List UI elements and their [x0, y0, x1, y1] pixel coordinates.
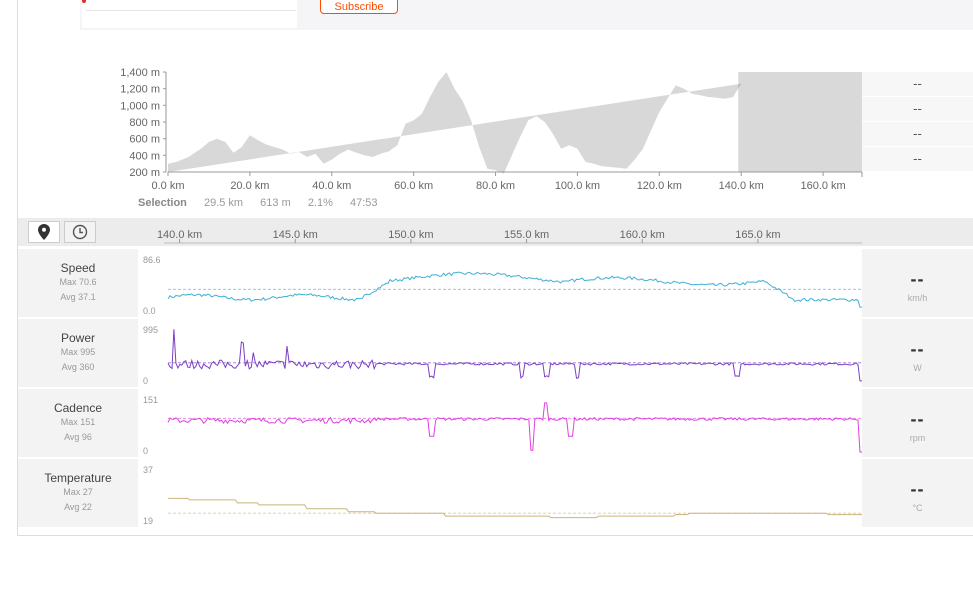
stream-chart[interactable]: 37 19	[0, 459, 973, 527]
stream-label: Temperature Max 27 Avg 22	[18, 471, 138, 515]
stream-name: Temperature	[44, 471, 112, 485]
stream-name: Power	[60, 331, 95, 345]
selection-summary: Selection 29.5 km 613 m 2.1% 47:53	[138, 197, 391, 209]
x-tick-label: 160.0 km	[800, 180, 845, 192]
stream-unit: W	[913, 363, 922, 373]
stat-row	[862, 97, 973, 121]
stream-value-panel	[862, 459, 973, 527]
stream-name: Cadence	[53, 401, 103, 415]
x-tick-label: 40.0 km	[312, 180, 351, 192]
stream-max: Max 151	[60, 417, 96, 427]
stream-label: Cadence Max 151 Avg 96	[18, 401, 138, 445]
selection-label: Selection	[138, 197, 187, 209]
x-tick-label: 120.0 km	[637, 180, 682, 192]
time-toggle-button[interactable]	[64, 221, 96, 243]
map-pin-icon	[38, 224, 50, 240]
selection-distance: 29.5 km	[203, 197, 244, 209]
stream-label-panel	[18, 389, 138, 457]
distance-tick-label: 160.0 km	[620, 229, 665, 241]
distance-tick-label: 155.0 km	[504, 229, 549, 241]
x-tick-label: 100.0 km	[555, 180, 600, 192]
activity-analysis-panel	[17, 0, 973, 536]
stream-trace	[168, 497, 862, 519]
stream-label-panel	[18, 249, 138, 317]
distance-axis: 140.0 km 145.0 km 150.0 km 155.0 km 160.0 km…	[157, 229, 862, 244]
selection-elevation: 613 m	[260, 197, 291, 209]
stat-value: --	[913, 126, 922, 141]
y-tick-label: 1,400 m	[120, 67, 160, 79]
stream-unit: rpm	[909, 433, 926, 443]
stream-label-panel	[18, 319, 138, 387]
x-tick-label: 0.0 km	[151, 180, 184, 192]
elevation-profile	[168, 72, 742, 174]
stream-trace	[167, 329, 862, 382]
brand-mark	[82, 0, 86, 3]
stream-value-panel	[862, 249, 973, 317]
stream-max: Max 27	[63, 487, 93, 497]
stream-unit: °C	[912, 503, 923, 513]
selection-time: 47:53	[349, 197, 378, 209]
y-tick-label: 400 m	[129, 150, 160, 162]
stat-value: --	[913, 76, 922, 91]
detail-toolbar	[18, 218, 973, 246]
subscribe-button[interactable]: Subscribe	[320, 0, 398, 14]
stream-avg: Avg 96	[64, 432, 92, 442]
stream-trace	[167, 402, 862, 453]
stream-value-panel	[862, 389, 973, 457]
distance-tick-label: 150.0 km	[388, 229, 433, 241]
map-toggle-button[interactable]	[28, 221, 60, 243]
stream-label-panel	[18, 459, 138, 527]
y-tick-label: 1,200 m	[120, 84, 160, 96]
elevation-chart[interactable]: 1,400 m 1,200 m 1,000 m 800 m 600 m 400 m 200 …	[0, 60, 973, 195]
stream-label: Power Max 995 Avg 360	[18, 331, 138, 375]
y-min-label: 0	[143, 446, 148, 456]
selection-highlight[interactable]	[738, 72, 862, 172]
y-tick-label: 1,000 m	[120, 100, 160, 112]
y-tick-label: 600 m	[129, 134, 160, 146]
y-max-label: 995	[143, 325, 158, 335]
distance-tick-label: 145.0 km	[273, 229, 318, 241]
x-tick-label: 80.0 km	[476, 180, 515, 192]
clock-icon	[72, 224, 88, 240]
stream-current-value: --	[910, 479, 925, 499]
y-max-label: 151	[143, 395, 158, 405]
stream-name: Speed	[60, 261, 96, 275]
stat-row	[862, 72, 973, 96]
y-min-label: 19	[143, 516, 153, 526]
stream-chart[interactable]: 86.6 0.0	[0, 249, 973, 317]
distance-tick-label: 140.0 km	[157, 229, 202, 241]
y-max-label: 86.6	[143, 255, 161, 265]
stream-chart[interactable]: 995 0	[0, 319, 973, 387]
stream-avg: Avg 360	[61, 362, 95, 372]
stat-row	[862, 147, 973, 171]
stream-avg: Avg 37.1	[60, 292, 96, 302]
stream-avg: Avg 22	[64, 502, 92, 512]
y-min-label: 0.0	[143, 306, 156, 316]
selection-grade: 2.1%	[307, 197, 333, 209]
y-tick-label: 200 m	[129, 167, 160, 179]
stream-current-value: --	[910, 409, 925, 429]
distance-tick-label: 165.0 km	[735, 229, 780, 241]
stat-value: --	[913, 101, 922, 116]
x-tick-label: 20.0 km	[230, 180, 269, 192]
header-card	[82, 0, 297, 28]
stat-row	[862, 122, 973, 146]
y-tick-label: 800 m	[129, 117, 160, 129]
x-tick-label: 140.0 km	[719, 180, 764, 192]
y-max-label: 37	[143, 465, 153, 475]
y-min-label: 0	[143, 376, 148, 386]
stat-value: --	[913, 151, 922, 166]
stream-value-panel	[862, 319, 973, 387]
x-tick-label: 60.0 km	[394, 180, 433, 192]
stream-max: Max 70.6	[59, 277, 97, 287]
stream-unit: km/h	[907, 293, 928, 303]
stream-max: Max 995	[60, 347, 96, 357]
stream-current-value: --	[910, 269, 925, 289]
stream-label: Speed Max 70.6 Avg 37.1	[18, 261, 138, 305]
stream-trace	[167, 271, 862, 308]
stream-current-value: --	[910, 339, 925, 359]
divider	[86, 10, 296, 11]
